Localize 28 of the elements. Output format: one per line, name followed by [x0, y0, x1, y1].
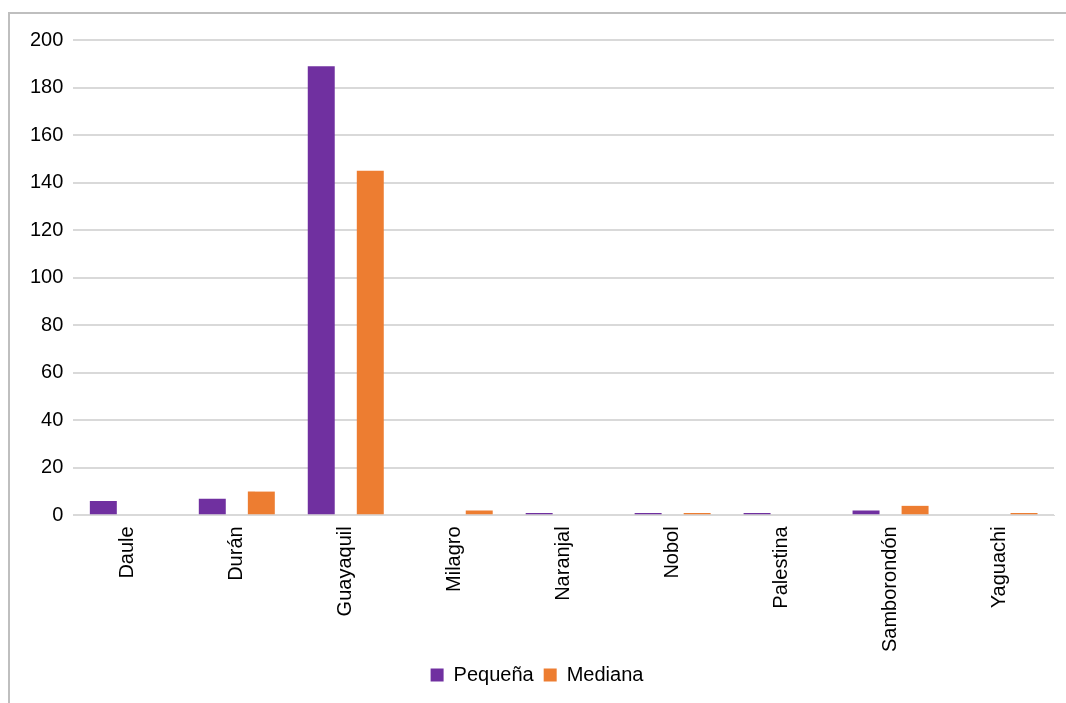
y-tick-label: 120: [29, 217, 64, 240]
y-tick-label: 20: [41, 455, 64, 478]
bar: [356, 170, 384, 515]
y-tick-label: 60: [41, 360, 64, 383]
y-tick-label: 0: [52, 502, 64, 525]
y-tick-label: 180: [29, 75, 64, 98]
y-tick-label: 200: [29, 27, 64, 50]
legend-label: Pequeña: [453, 662, 535, 685]
x-tick-label: Yaguachi: [987, 526, 1010, 609]
x-tick-label: Milagro: [442, 526, 465, 592]
x-tick-label: Palestina: [769, 525, 792, 609]
bar: [901, 505, 929, 515]
bar: [89, 501, 117, 515]
x-tick-label: Nobol: [660, 526, 683, 579]
x-tick-label: Durán: [224, 526, 247, 581]
y-tick-label: 160: [29, 122, 64, 145]
y-tick-label: 40: [41, 407, 64, 430]
y-tick-label: 80: [41, 312, 64, 335]
x-tick-label: Guayaquil: [333, 526, 356, 617]
bar: [247, 491, 275, 515]
x-tick-label: Samborondón: [878, 526, 901, 653]
bar: [307, 66, 335, 515]
x-tick-label: Naranjal: [551, 526, 574, 601]
bar: [198, 498, 226, 515]
y-tick-label: 100: [29, 265, 64, 288]
x-tick-label: Daule: [115, 526, 138, 579]
legend-label: Mediana: [566, 662, 645, 685]
y-tick-label: 140: [29, 170, 64, 193]
